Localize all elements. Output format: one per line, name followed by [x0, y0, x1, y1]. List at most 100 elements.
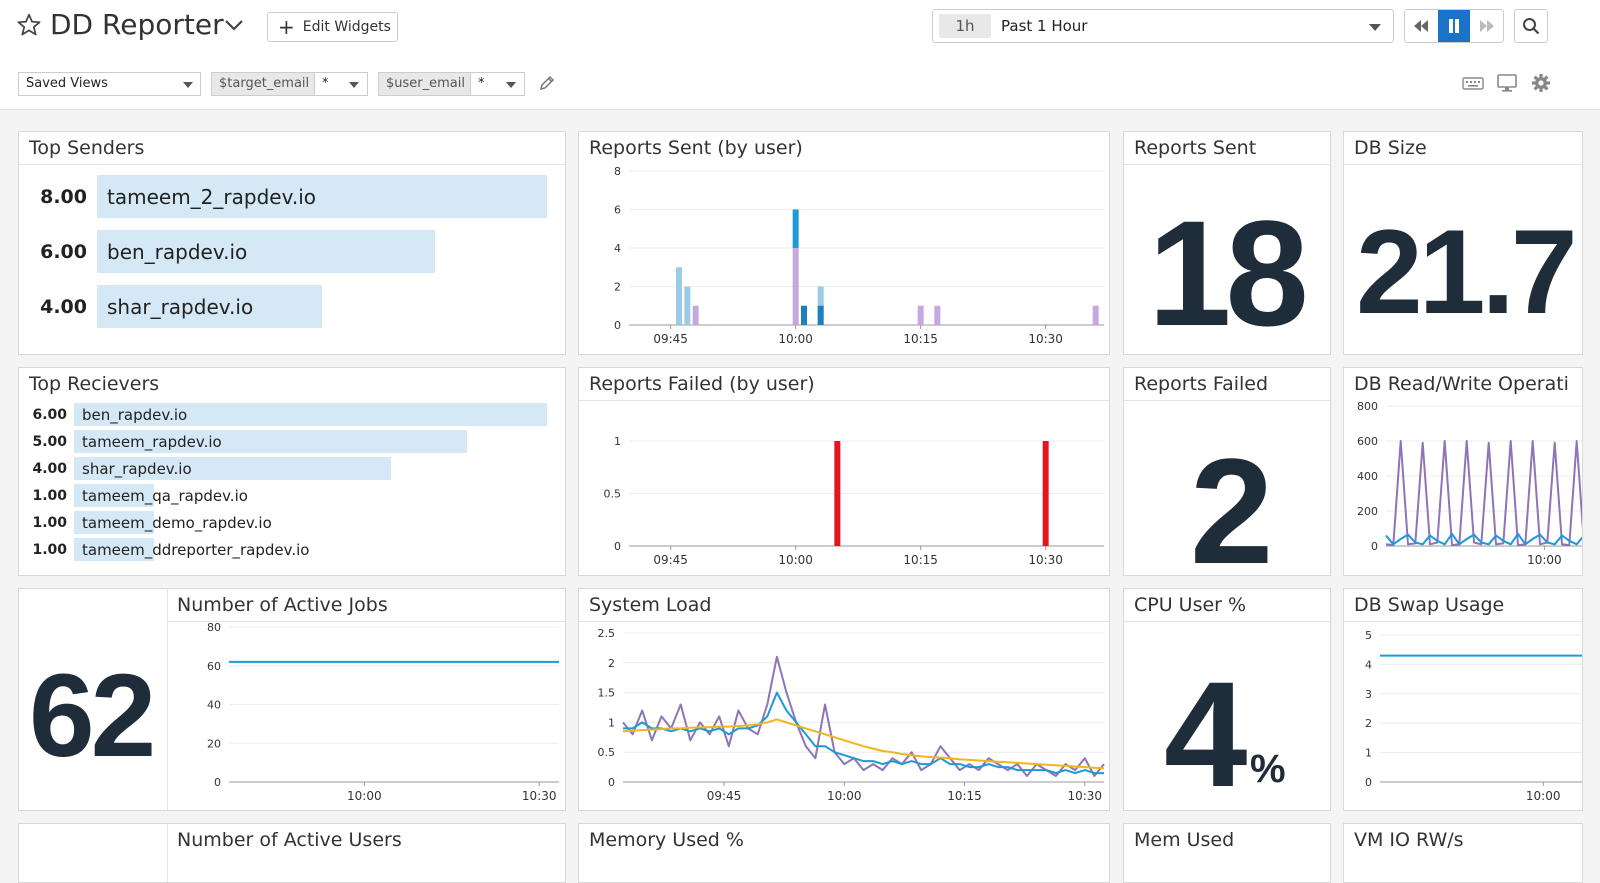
cpu-user-unit: % [1250, 747, 1286, 791]
toplist-bar [74, 430, 467, 453]
widget-title: Reports Failed (by user) [589, 373, 815, 395]
widget-title: Top Senders [29, 137, 145, 159]
bar [817, 305, 824, 325]
reports-failed-value: 2 [1190, 427, 1274, 576]
memory-used-widget: Memory Used % [578, 823, 1110, 883]
widget-title: DB Swap Usage [1354, 594, 1505, 616]
y-tick-label: 0 [214, 776, 221, 789]
toplist-bar [97, 230, 435, 273]
active-jobs-chart[interactable]: 0 20 40 60 80 10:00 10:30 [167, 589, 566, 811]
toplist-value: 6.00 [32, 406, 67, 423]
y-tick-label: 8 [614, 165, 621, 178]
toplist-name: ben_rapdev.io [107, 239, 248, 264]
y-tick-label: 0.5 [598, 746, 616, 759]
y-tick-label: 600 [1357, 435, 1378, 448]
x-tick-label: 10:15 [903, 553, 938, 567]
pause-icon [1449, 19, 1459, 33]
divider [167, 589, 168, 810]
db-read-write-chart[interactable]: 0 200 400 600 800 10:00 [1344, 368, 1583, 576]
widget-title: Top Recievers [29, 373, 160, 395]
widget-title: CPU User % [1134, 594, 1247, 616]
bar [792, 248, 799, 325]
top-senders-widget: Top Senders 8.00 tameem_2_rapdev.io 6.00 be… [18, 131, 566, 355]
y-tick-label: 400 [1357, 470, 1378, 483]
db-read-write-widget: DB Read/Write Operati 0 200 400 600 800 10:00 [1343, 367, 1583, 576]
x-tick-label: 10:00 [1526, 789, 1561, 803]
toplist-row[interactable]: 5.00 tameem_rapdev.io [19, 430, 565, 453]
toplist-row[interactable]: 4.00 shar_rapdev.io [19, 457, 565, 480]
search-button[interactable] [1514, 9, 1548, 43]
widget-title: DB Size [1354, 137, 1427, 159]
toplist-row[interactable]: 1.00 tameem_demo_rapdev.io [19, 511, 565, 534]
y-tick-label: 6 [614, 204, 621, 217]
active-jobs-value: 62 [29, 650, 156, 782]
top-receivers-widget: Top Recievers 6.00 ben_rapdev.io 5.00 tamee… [18, 367, 566, 576]
star-icon[interactable] [16, 12, 42, 38]
bar [676, 267, 682, 325]
toplist-name: tameem_ddreporter_rapdev.io [82, 540, 310, 559]
toplist-row[interactable]: 6.00 ben_rapdev.io [19, 230, 565, 273]
bar [934, 305, 941, 325]
time-range-picker[interactable]: 1h Past 1 Hour [932, 9, 1394, 43]
y-tick-label: 200 [1357, 505, 1378, 518]
widget-title: VM IO RW/s [1354, 829, 1464, 851]
toplist-row[interactable]: 1.00 tameem_ddreporter_rapdev.io [19, 538, 565, 561]
toplist-value: 1.00 [32, 487, 67, 504]
db-swap-usage-chart[interactable]: 0 1 2 3 4 5 10:00 [1344, 589, 1583, 811]
toplist-bar [97, 175, 547, 218]
toplist-value: 6.00 [40, 240, 87, 263]
reports-sent-by-user-chart[interactable]: 0 2 4 6 8 09:45 10:00 10:15 10:30 [579, 132, 1110, 355]
user-email-variable-select[interactable]: * [470, 72, 525, 96]
divider [1344, 621, 1582, 622]
chevron-down-icon[interactable] [224, 18, 244, 32]
x-tick-label: 10:00 [347, 789, 382, 803]
saved-views-select[interactable]: Saved Views [18, 72, 201, 96]
monitor-icon[interactable] [1496, 73, 1518, 93]
time-range-label: Past 1 Hour [1001, 17, 1088, 35]
toplist-row[interactable]: 8.00 tameem_2_rapdev.io [19, 175, 565, 218]
db-swap-usage-widget: DB Swap Usage 0 1 2 3 4 5 10:00 [1343, 588, 1583, 811]
toplist-value: 1.00 [32, 541, 67, 558]
toplist-row[interactable]: 1.00 tameem_qa_rapdev.io [19, 484, 565, 507]
reports-failed-by-user-chart[interactable]: 0 0.5 1 09:45 10:00 10:15 10:30 [579, 368, 1110, 576]
toplist-name: shar_rapdev.io [107, 294, 254, 319]
divider [579, 621, 1109, 622]
edit-widgets-button[interactable]: + Edit Widgets [267, 12, 398, 42]
target-email-variable-select[interactable]: * [314, 72, 368, 96]
bar [1042, 441, 1049, 546]
widget-title: DB Read/Write Operati [1354, 373, 1569, 395]
y-tick-label: 800 [1357, 400, 1378, 413]
reports-sent-value: 18 [1148, 189, 1309, 355]
search-icon [1523, 18, 1540, 35]
chevron-down-icon [183, 82, 193, 88]
toplist-bar [74, 511, 155, 534]
toplist-bar [74, 403, 547, 426]
toplist-name: tameem_demo_rapdev.io [82, 513, 272, 532]
divider [1344, 164, 1582, 165]
pencil-icon[interactable] [538, 74, 556, 92]
x-tick-label: 10:15 [903, 332, 938, 346]
vm-io-widget: VM IO RW/s [1343, 823, 1583, 883]
rewind-button[interactable] [1405, 10, 1438, 42]
bar [1092, 305, 1099, 325]
divider [19, 164, 565, 165]
system-load-chart[interactable]: 0 0.5 1 1.5 2 2.5 09:45 10:00 10:15 10:30 [579, 589, 1110, 811]
toplist-row[interactable]: 6.00 ben_rapdev.io [19, 403, 565, 426]
gear-icon[interactable] [1530, 73, 1552, 93]
fast-forward-button[interactable] [1470, 10, 1503, 42]
user-email-variable-name: $user_email [386, 76, 465, 91]
pause-button[interactable] [1437, 10, 1471, 42]
keyboard-icon[interactable] [1462, 73, 1484, 93]
bar [684, 286, 691, 325]
y-tick-label: 2 [1365, 717, 1372, 730]
widget-title: Reports Sent [1134, 137, 1257, 159]
system-load-widget: System Load 0 0.5 1 1.5 2 2.5 09:45 10:00 10:15 1… [578, 588, 1110, 811]
series-line [622, 655, 1105, 777]
toplist-value: 4.00 [40, 295, 87, 318]
toplist-bar [74, 484, 155, 507]
y-tick-label: 40 [207, 699, 221, 712]
cpu-user-value: 4 [1164, 650, 1248, 811]
x-tick-label: 09:45 [653, 332, 688, 346]
toplist-row[interactable]: 4.00 shar_rapdev.io [19, 285, 565, 328]
chevron-down-icon [349, 82, 359, 88]
